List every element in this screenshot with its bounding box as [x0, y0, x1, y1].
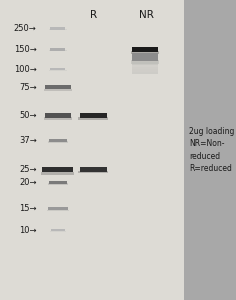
Bar	[44, 117, 72, 119]
Bar	[132, 69, 158, 72]
Text: R: R	[90, 11, 97, 20]
Bar	[132, 57, 158, 60]
Bar	[49, 139, 67, 142]
Bar	[132, 62, 158, 64]
Bar	[44, 89, 72, 91]
Bar	[132, 47, 158, 52]
Bar	[49, 70, 67, 71]
Bar	[50, 231, 66, 232]
Text: 20→: 20→	[19, 178, 37, 187]
Bar	[48, 184, 68, 185]
Bar	[50, 48, 65, 50]
Bar	[49, 181, 67, 184]
Bar	[131, 60, 159, 64]
Text: 2ug loading
NR=Non-
reduced
R=reduced: 2ug loading NR=Non- reduced R=reduced	[189, 127, 234, 173]
Text: 75→: 75→	[19, 82, 37, 91]
Bar	[0, 0, 184, 300]
Text: 250→: 250→	[14, 24, 37, 33]
Bar	[80, 113, 107, 118]
Bar	[41, 172, 74, 175]
Bar	[132, 72, 158, 74]
Bar	[50, 27, 65, 29]
Text: 15→: 15→	[19, 204, 37, 213]
Bar	[48, 142, 68, 143]
Bar	[51, 229, 65, 232]
Bar	[46, 210, 69, 211]
Bar	[78, 171, 108, 173]
Bar	[48, 207, 68, 210]
Bar	[132, 67, 158, 69]
Bar	[50, 68, 65, 70]
Bar	[132, 64, 158, 67]
Text: 37→: 37→	[19, 136, 37, 145]
Bar	[49, 29, 67, 30]
Bar	[80, 167, 107, 172]
Bar	[45, 85, 71, 89]
Bar	[132, 53, 158, 61]
Bar	[45, 113, 71, 118]
Text: 100→: 100→	[14, 64, 37, 74]
Text: NR: NR	[139, 11, 154, 20]
Bar	[132, 60, 158, 62]
Bar	[42, 167, 73, 172]
Text: 50→: 50→	[19, 111, 37, 120]
Text: 150→: 150→	[14, 45, 37, 54]
Text: 10→: 10→	[19, 226, 37, 235]
Bar	[78, 117, 108, 120]
Bar	[49, 50, 67, 51]
Bar	[131, 51, 159, 53]
Bar	[132, 55, 158, 57]
Text: 25→: 25→	[19, 165, 37, 174]
